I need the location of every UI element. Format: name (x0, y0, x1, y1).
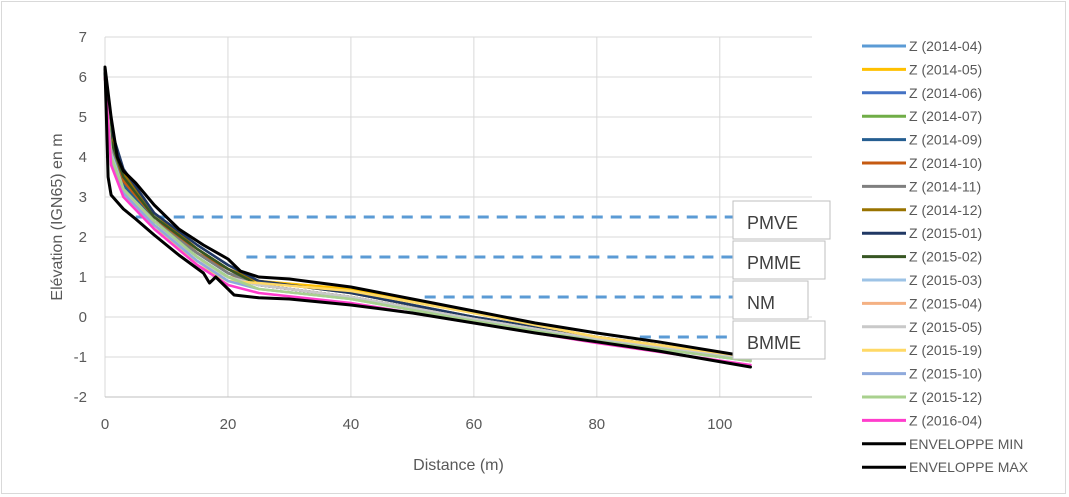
legend-label: Z (2014-04) (909, 38, 982, 54)
legend-label: Z (2016-04) (909, 412, 982, 428)
y-tick-label: 7 (79, 29, 87, 46)
ref-label-pmme: PMME (747, 253, 801, 273)
y-tick-label: -1 (74, 349, 87, 366)
x-tick-label: 80 (588, 416, 605, 433)
legend-label: Z (2014-10) (909, 155, 982, 171)
legend: Z (2014-04) Z (2014-05) Z (2014-06) Z (2014… (862, 38, 1029, 475)
x-tick-label: 20 (220, 416, 237, 433)
x-tick-label: 40 (343, 416, 360, 433)
ref-label-nm: NM (747, 293, 775, 313)
legend-label: Z (2014-07) (909, 108, 982, 124)
y-tick-label: 5 (79, 109, 87, 126)
y-tick-label: 6 (79, 69, 87, 86)
legend-label: Z (2015-04) (909, 295, 982, 311)
x-tick-label: 0 (101, 416, 109, 433)
reference-lines (135, 215, 733, 339)
series-line (103, 75, 752, 363)
x-tick-label: 100 (707, 416, 732, 433)
ref-label-box (732, 320, 826, 360)
ref-label-box (732, 200, 831, 240)
series-line (103, 65, 752, 359)
series-line (103, 75, 752, 363)
y-tick-label: 2 (79, 229, 87, 246)
x-tick-label: 60 (466, 416, 483, 433)
legend-label: Z (2014-09) (909, 132, 982, 148)
series-line (103, 75, 752, 363)
legend-label: ENVELOPPE MAX (909, 459, 1029, 475)
legend-label: Z (2015-10) (909, 366, 982, 382)
y-tick-label: 4 (79, 149, 87, 166)
series-line (103, 67, 752, 369)
legend-label: Z (2015-02) (909, 249, 982, 265)
y-tick-label: -2 (74, 389, 87, 406)
series-line (103, 71, 752, 359)
legend-label: Z (2014-06) (909, 85, 982, 101)
y-tick-label: 1 (79, 269, 87, 286)
series-line (103, 75, 752, 367)
legend-label: ENVELOPPE MIN (909, 436, 1023, 452)
legend-label: Z (2014-05) (909, 61, 982, 77)
legend-label: Z (2015-12) (909, 389, 982, 405)
y-tick-label: 0 (79, 309, 87, 326)
series-lines (103, 65, 752, 369)
legend-label: Z (2014-12) (909, 202, 982, 218)
legend-label: Z (2015-05) (909, 319, 982, 335)
ref-label-bmme: BMME (747, 333, 801, 353)
ref-label-pmve: PMVE (747, 213, 798, 233)
reference-labels: PMVE PMME NM BMME (732, 200, 831, 360)
y-axis-title: Elévation (IGN65) en m (49, 133, 66, 300)
ref-label-box (732, 280, 809, 320)
y-tick-label: 3 (79, 189, 87, 206)
legend-label: Z (2014-11) (909, 178, 981, 194)
ref-label-box (732, 240, 826, 280)
x-axis-title: Distance (m) (413, 457, 504, 474)
legend-label: Z (2015-01) (909, 225, 982, 241)
legend-label: Z (2015-19) (909, 342, 982, 358)
axes: -2 -1 0 1 2 3 4 5 6 7 0 20 40 60 80 100 (74, 29, 812, 433)
legend-label: Z (2015-03) (909, 272, 982, 288)
